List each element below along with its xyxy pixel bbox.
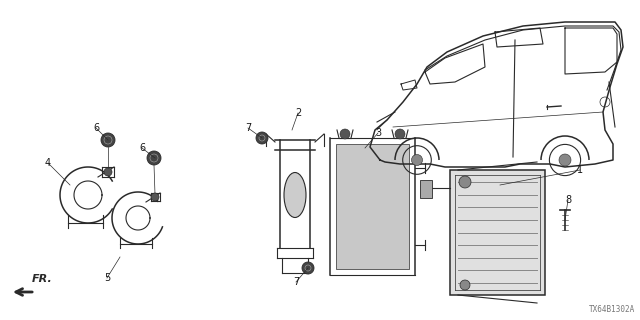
Circle shape [151, 193, 159, 201]
Text: 3: 3 [375, 128, 381, 138]
FancyBboxPatch shape [450, 170, 545, 295]
Text: FR.: FR. [32, 274, 52, 284]
Text: 6: 6 [139, 143, 145, 153]
Circle shape [104, 168, 112, 176]
Circle shape [412, 155, 422, 165]
Text: 7: 7 [245, 123, 251, 133]
Text: TX64B1302A: TX64B1302A [589, 305, 635, 314]
Circle shape [302, 262, 314, 274]
Circle shape [395, 129, 405, 139]
Text: 5: 5 [104, 273, 110, 283]
Text: 6: 6 [93, 123, 99, 133]
FancyBboxPatch shape [420, 180, 432, 198]
Text: 7: 7 [293, 277, 299, 287]
Circle shape [340, 129, 350, 139]
Circle shape [101, 133, 115, 147]
Text: 1: 1 [577, 165, 583, 175]
Circle shape [459, 176, 471, 188]
Text: 8: 8 [565, 195, 571, 205]
Circle shape [559, 154, 571, 166]
FancyBboxPatch shape [336, 144, 409, 269]
Circle shape [147, 151, 161, 165]
Circle shape [460, 280, 470, 290]
Circle shape [256, 132, 268, 144]
Text: 2: 2 [295, 108, 301, 118]
Ellipse shape [284, 172, 306, 218]
Text: 4: 4 [45, 158, 51, 168]
